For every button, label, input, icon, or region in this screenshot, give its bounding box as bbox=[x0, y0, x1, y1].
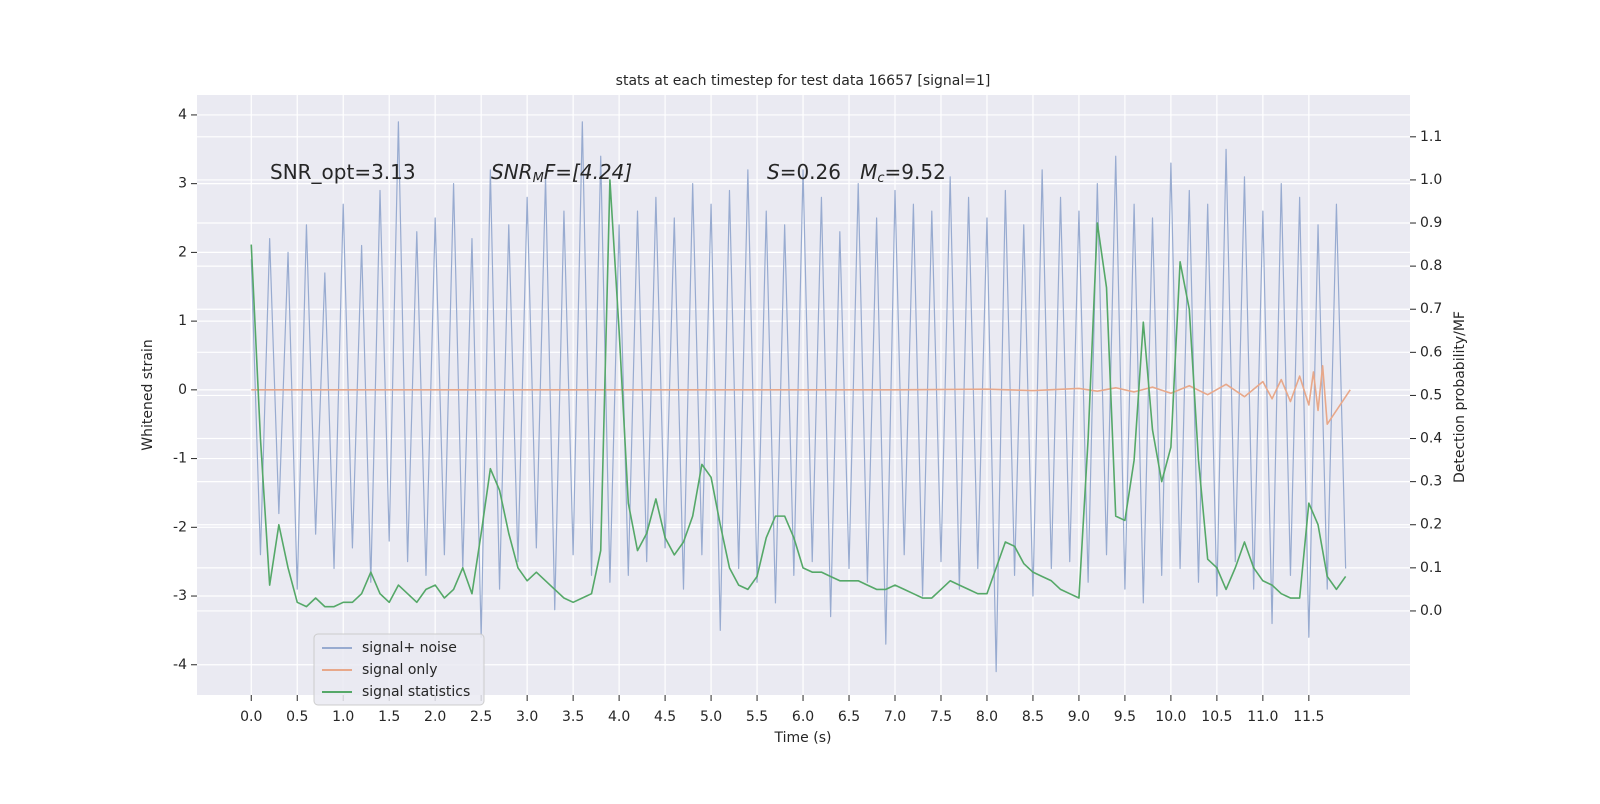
series-line bbox=[250, 121, 1347, 673]
x-axis-label: Time (s) bbox=[774, 730, 832, 746]
x-tick-label: 3.0 bbox=[516, 709, 538, 725]
x-tick-label: 8.0 bbox=[976, 709, 998, 725]
y-tick-label: 1 bbox=[178, 313, 187, 329]
y-tick-label: -3 bbox=[173, 588, 187, 604]
y2-tick-label: 1.1 bbox=[1420, 129, 1442, 145]
y2-tick-label: 0.8 bbox=[1420, 258, 1442, 274]
x-tick-label: 10.0 bbox=[1155, 709, 1186, 725]
annotation-text: SNR_opt=3.13 bbox=[270, 160, 416, 184]
legend: signal+ noise signal only signal statistic… bbox=[313, 633, 485, 706]
x-tick-label: 7.0 bbox=[884, 709, 906, 725]
legend-box bbox=[313, 633, 485, 706]
x-tick-label: 1.0 bbox=[332, 709, 354, 725]
x-tick-label: 11.5 bbox=[1293, 709, 1324, 725]
y-tick-label: -4 bbox=[173, 657, 187, 673]
y2-tick-label: 0.9 bbox=[1420, 215, 1442, 231]
annotation-text: M bbox=[860, 160, 877, 184]
y-tick-label: 4 bbox=[178, 107, 187, 123]
x-tick-label: 5.0 bbox=[700, 709, 722, 725]
y-tick-label: -2 bbox=[173, 519, 187, 535]
legend-label: signal+ noise bbox=[362, 640, 457, 656]
annotation-text: SNR bbox=[491, 160, 533, 184]
annotation-text: =9.52 bbox=[885, 160, 946, 184]
x-tick-label: 2.5 bbox=[470, 709, 492, 725]
annotation-text: F=[4.24] bbox=[544, 160, 632, 184]
y2-tick-label: 0.3 bbox=[1420, 474, 1442, 490]
x-tick-label: 1.5 bbox=[378, 709, 400, 725]
y2-tick-label: 0.1 bbox=[1420, 560, 1442, 576]
annotation: SNR_opt=3.13 bbox=[270, 160, 416, 184]
y-tick-label: 0 bbox=[178, 382, 187, 398]
y2-tick-label: 0.4 bbox=[1420, 431, 1442, 447]
x-tick-label: 9.5 bbox=[1114, 709, 1136, 725]
x-tick-label: 6.0 bbox=[792, 709, 814, 725]
series-line bbox=[250, 179, 1347, 608]
x-tick-label: 3.5 bbox=[562, 709, 584, 725]
x-tick-label: 0.5 bbox=[286, 709, 308, 725]
x-tick-label: 8.5 bbox=[1022, 709, 1044, 725]
x-tick-label: 6.5 bbox=[838, 709, 860, 725]
annotation: S=0.26 Mc=9.52 bbox=[767, 160, 946, 186]
x-tick-label: 7.5 bbox=[930, 709, 952, 725]
annotation-subscript: M bbox=[533, 171, 544, 186]
y2-tick-label: 0.6 bbox=[1420, 344, 1442, 360]
y-axis-label: Whitened strain bbox=[140, 339, 156, 450]
annotation-text: S bbox=[767, 160, 780, 184]
y-tick-label: 2 bbox=[178, 244, 187, 260]
x-tick-label: 4.0 bbox=[608, 709, 630, 725]
chart-title: stats at each timestep for test data 166… bbox=[616, 73, 991, 89]
x-tick-label: 11.0 bbox=[1247, 709, 1278, 725]
annotation-text: =0.26 bbox=[780, 160, 860, 184]
y2-tick-label: 1.0 bbox=[1420, 172, 1442, 188]
legend-label: signal statistics bbox=[362, 684, 470, 700]
annotation-subscript: c bbox=[877, 171, 884, 186]
y2-axis-label: Detection probability/MF bbox=[1452, 311, 1468, 483]
x-tick-label: 9.0 bbox=[1068, 709, 1090, 725]
y2-tick-label: 0.0 bbox=[1420, 603, 1442, 619]
series-line bbox=[251, 364, 1351, 426]
y2-tick-label: 0.5 bbox=[1420, 387, 1442, 403]
y2-tick-label: 0.7 bbox=[1420, 301, 1442, 317]
x-tick-label: 2.0 bbox=[424, 709, 446, 725]
x-tick-label: 5.5 bbox=[746, 709, 768, 725]
legend-label: signal only bbox=[362, 662, 437, 678]
y2-tick-label: 0.2 bbox=[1420, 517, 1442, 533]
x-tick-label: 4.5 bbox=[654, 709, 676, 725]
x-tick-label: 0.0 bbox=[240, 709, 262, 725]
y-tick-label: -1 bbox=[173, 451, 187, 467]
annotation: SNRMF=[4.24] bbox=[491, 160, 632, 186]
x-tick-label: 10.5 bbox=[1201, 709, 1232, 725]
y-tick-label: 3 bbox=[178, 176, 187, 192]
